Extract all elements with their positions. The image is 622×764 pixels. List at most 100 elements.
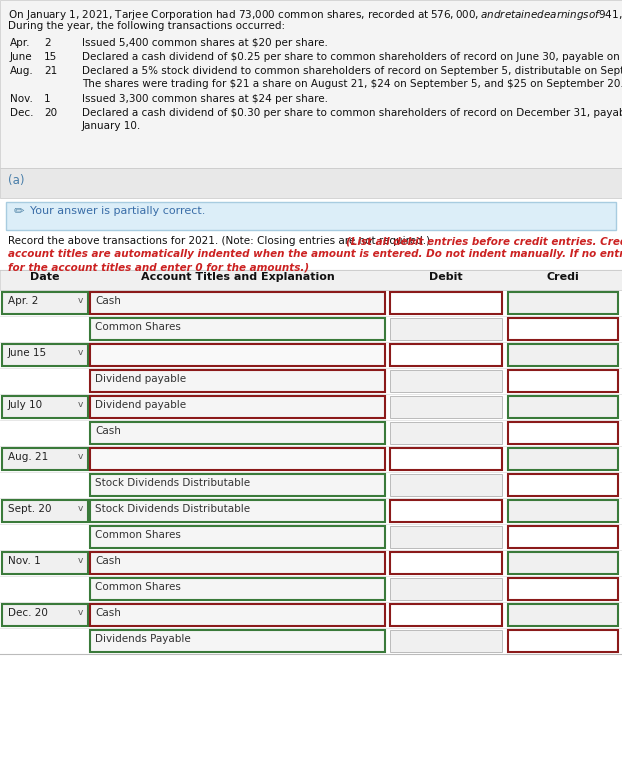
Text: for the account titles and enter 0 for the amounts.): for the account titles and enter 0 for t… bbox=[8, 262, 309, 272]
Bar bbox=[508, 318, 618, 340]
Bar bbox=[390, 318, 502, 340]
Text: Apr. 2: Apr. 2 bbox=[8, 296, 39, 306]
Text: Stock Dividends Distributable: Stock Dividends Distributable bbox=[95, 478, 250, 488]
Bar bbox=[390, 370, 502, 392]
Bar bbox=[90, 474, 385, 496]
Text: Dividends Payable: Dividends Payable bbox=[95, 634, 191, 644]
Bar bbox=[90, 448, 385, 470]
Text: Account Titles and Explanation: Account Titles and Explanation bbox=[141, 272, 335, 282]
Bar bbox=[2, 500, 88, 522]
Bar bbox=[508, 474, 618, 496]
Bar bbox=[508, 630, 618, 652]
Text: v: v bbox=[78, 348, 83, 357]
Bar bbox=[90, 422, 385, 444]
Bar bbox=[508, 500, 618, 522]
Text: Dividend payable: Dividend payable bbox=[95, 374, 186, 384]
Bar bbox=[90, 578, 385, 600]
Bar bbox=[0, 0, 622, 168]
Bar bbox=[90, 630, 385, 652]
Text: Sept. 20: Sept. 20 bbox=[8, 504, 52, 514]
Bar bbox=[508, 344, 618, 366]
Bar bbox=[390, 422, 502, 444]
Text: Declared a cash dividend of $0.30 per share to common shareholders of record on : Declared a cash dividend of $0.30 per sh… bbox=[82, 108, 622, 118]
Text: Apr.: Apr. bbox=[10, 38, 30, 48]
Bar bbox=[2, 292, 88, 314]
Bar bbox=[90, 370, 385, 392]
Text: Credi: Credi bbox=[547, 272, 579, 282]
Text: v: v bbox=[78, 400, 83, 409]
Bar bbox=[390, 630, 502, 652]
Bar bbox=[508, 604, 618, 626]
Text: v: v bbox=[78, 504, 83, 513]
Text: (List all debit entries before credit entries. Credit: (List all debit entries before credit en… bbox=[346, 236, 622, 246]
Bar bbox=[2, 604, 88, 626]
Text: ✏: ✏ bbox=[14, 205, 24, 218]
Text: Stock Dividends Distributable: Stock Dividends Distributable bbox=[95, 504, 250, 514]
Text: Your answer is partially correct.: Your answer is partially correct. bbox=[30, 206, 205, 216]
Text: Issued 3,300 common shares at $24 per share.: Issued 3,300 common shares at $24 per sh… bbox=[82, 94, 328, 104]
Text: Date: Date bbox=[30, 272, 60, 282]
Text: Nov.: Nov. bbox=[10, 94, 33, 104]
Bar bbox=[390, 604, 502, 626]
Text: v: v bbox=[78, 556, 83, 565]
Bar bbox=[508, 526, 618, 548]
Bar bbox=[90, 344, 385, 366]
Bar bbox=[90, 526, 385, 548]
Text: Cash: Cash bbox=[95, 608, 121, 618]
Text: Issued 5,400 common shares at $20 per share.: Issued 5,400 common shares at $20 per sh… bbox=[82, 38, 328, 48]
Bar bbox=[390, 500, 502, 522]
Text: 21: 21 bbox=[44, 66, 57, 76]
Text: Dividend payable: Dividend payable bbox=[95, 400, 186, 410]
Text: Aug. 21: Aug. 21 bbox=[8, 452, 49, 462]
Text: v: v bbox=[78, 296, 83, 305]
Bar bbox=[0, 168, 622, 198]
Text: 2: 2 bbox=[44, 38, 50, 48]
Bar bbox=[390, 344, 502, 366]
Text: v: v bbox=[78, 608, 83, 617]
Text: Record the above transactions for 2021. (Note: Closing entries are not required.: Record the above transactions for 2021. … bbox=[8, 236, 434, 246]
Bar bbox=[508, 552, 618, 574]
Bar bbox=[508, 422, 618, 444]
Text: June 15: June 15 bbox=[8, 348, 47, 358]
Text: account titles are automatically indented when the amount is entered. Do not ind: account titles are automatically indente… bbox=[8, 249, 622, 259]
Text: Cash: Cash bbox=[95, 426, 121, 436]
Bar bbox=[90, 396, 385, 418]
Bar bbox=[2, 344, 88, 366]
Text: During the year, the following transactions occurred:: During the year, the following transacti… bbox=[8, 21, 285, 31]
Text: 20: 20 bbox=[44, 108, 57, 118]
Bar bbox=[390, 526, 502, 548]
Bar bbox=[390, 396, 502, 418]
Text: Dec.: Dec. bbox=[10, 108, 34, 118]
Bar bbox=[2, 552, 88, 574]
Bar bbox=[0, 270, 622, 290]
Bar bbox=[2, 396, 88, 418]
Bar bbox=[390, 552, 502, 574]
Text: Debit: Debit bbox=[429, 272, 463, 282]
Text: On January 1, 2021, Tarjee Corporation had 73,000 common shares, recorded at $57: On January 1, 2021, Tarjee Corporation h… bbox=[8, 8, 622, 22]
Bar bbox=[2, 448, 88, 470]
Text: July 10: July 10 bbox=[8, 400, 43, 410]
Bar bbox=[90, 292, 385, 314]
Bar bbox=[390, 474, 502, 496]
Text: (a): (a) bbox=[8, 174, 24, 187]
Text: 15: 15 bbox=[44, 52, 57, 62]
Text: January 10.: January 10. bbox=[82, 121, 141, 131]
Bar bbox=[90, 552, 385, 574]
Bar bbox=[508, 292, 618, 314]
Bar bbox=[390, 578, 502, 600]
Text: Common Shares: Common Shares bbox=[95, 322, 181, 332]
Text: Common Shares: Common Shares bbox=[95, 582, 181, 592]
Text: June: June bbox=[10, 52, 32, 62]
Bar bbox=[90, 500, 385, 522]
Text: Aug.: Aug. bbox=[10, 66, 34, 76]
Text: Cash: Cash bbox=[95, 296, 121, 306]
Text: Nov. 1: Nov. 1 bbox=[8, 556, 41, 566]
Text: The shares were trading for $21 a share on August 21, $24 on September 5, and $2: The shares were trading for $21 a share … bbox=[82, 79, 622, 89]
Text: Declared a 5% stock dividend to common shareholders of record on September 5, di: Declared a 5% stock dividend to common s… bbox=[82, 66, 622, 76]
Bar bbox=[508, 448, 618, 470]
Bar bbox=[90, 604, 385, 626]
Bar bbox=[90, 318, 385, 340]
Text: v: v bbox=[78, 452, 83, 461]
Bar bbox=[6, 202, 616, 230]
Text: 1: 1 bbox=[44, 94, 50, 104]
